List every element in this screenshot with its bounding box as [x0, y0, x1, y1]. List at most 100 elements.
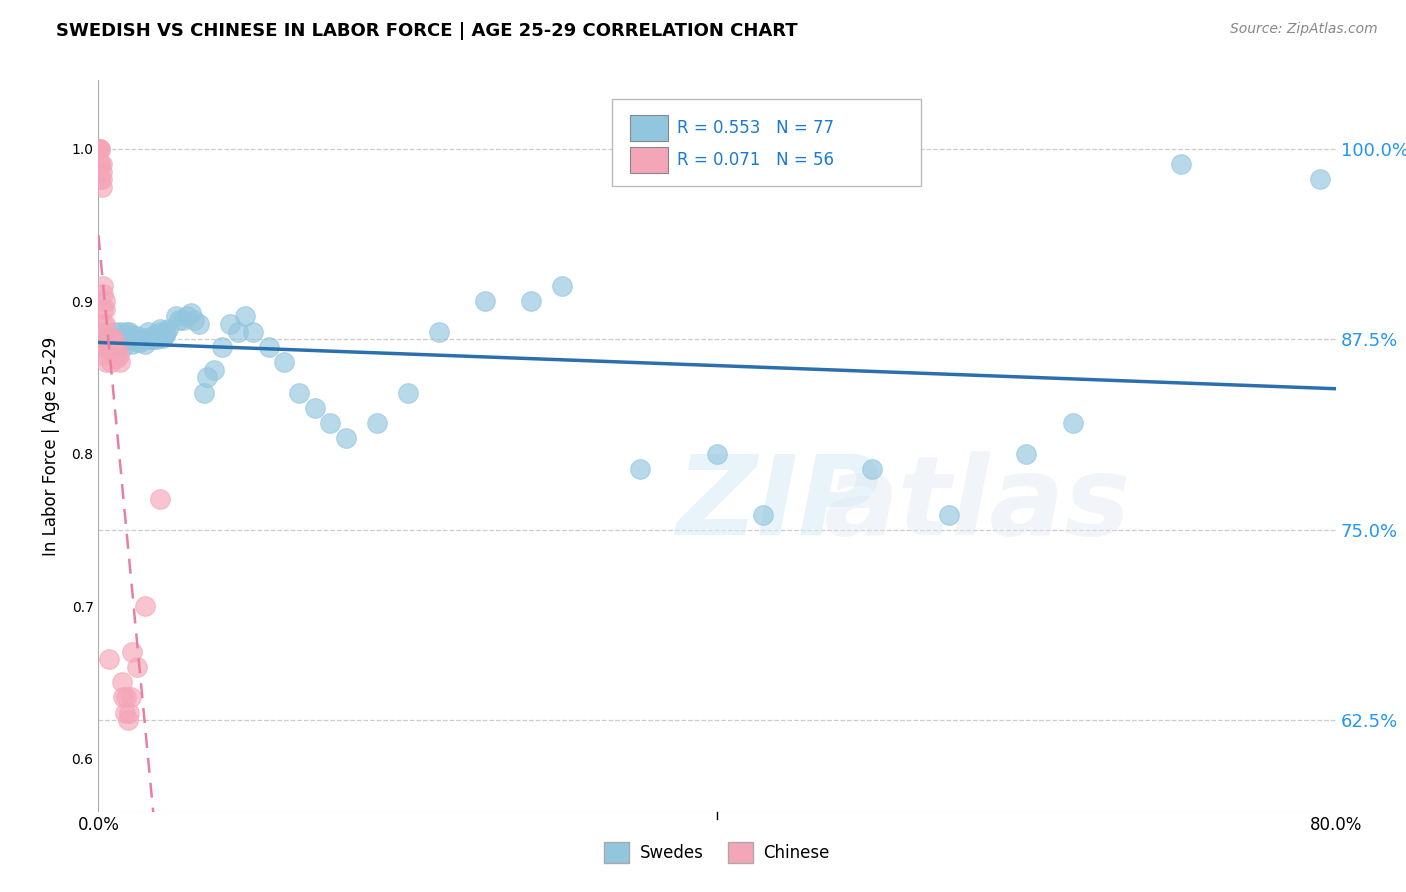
Point: [153, 327, 176, 342]
Point: [288, 385, 311, 400]
Point: [96, 355, 118, 369]
Point: [143, 327, 166, 342]
Point: [100, 340, 122, 354]
Point: [180, 306, 202, 320]
Point: [131, 332, 153, 346]
Point: [104, 347, 127, 362]
Point: [219, 317, 242, 331]
Point: [111, 675, 134, 690]
Point: [90, 347, 112, 362]
Point: [150, 327, 173, 342]
Point: [96, 332, 118, 346]
Point: [273, 355, 295, 369]
Point: [118, 706, 141, 720]
Text: R = 0.553   N = 77: R = 0.553 N = 77: [678, 119, 835, 137]
Point: [127, 329, 149, 343]
Point: [107, 332, 129, 346]
Point: [195, 370, 218, 384]
Point: [91, 332, 114, 346]
Point: [112, 690, 135, 705]
Text: 0.0%: 0.0%: [77, 816, 120, 834]
Point: [103, 332, 125, 346]
Point: [112, 340, 135, 354]
Point: [129, 335, 152, 350]
Point: [105, 351, 128, 365]
Point: [146, 332, 169, 346]
Point: [474, 294, 496, 309]
FancyBboxPatch shape: [630, 147, 668, 173]
FancyBboxPatch shape: [612, 99, 921, 186]
Point: [93, 317, 115, 331]
Point: [142, 332, 165, 346]
Point: [427, 325, 450, 339]
Point: [121, 327, 143, 342]
Point: [115, 332, 138, 346]
Point: [97, 332, 120, 346]
Point: [149, 325, 172, 339]
Point: [108, 325, 131, 339]
Point: [103, 332, 125, 346]
Point: [520, 294, 543, 309]
Point: [204, 363, 226, 377]
Point: [235, 310, 257, 324]
Point: [93, 332, 115, 346]
Point: [96, 332, 118, 346]
Point: [120, 332, 142, 346]
Point: [89, 172, 111, 186]
Point: [176, 310, 198, 324]
Point: [242, 325, 264, 339]
Point: [304, 401, 326, 415]
Point: [98, 332, 121, 346]
Point: [90, 340, 112, 354]
Point: [396, 385, 419, 400]
Point: [89, 157, 111, 171]
Point: [90, 157, 112, 171]
Text: atlas: atlas: [823, 451, 1130, 558]
Point: [98, 652, 121, 666]
Y-axis label: In Labor Force | Age 25-29: In Labor Force | Age 25-29: [42, 336, 60, 556]
Point: [101, 332, 124, 346]
Point: [117, 332, 139, 346]
Point: [628, 462, 651, 476]
Point: [157, 321, 180, 335]
Point: [122, 332, 145, 346]
Point: [114, 706, 136, 720]
Point: [127, 335, 149, 350]
Point: [1062, 416, 1084, 430]
Point: [115, 690, 138, 705]
Point: [1015, 447, 1038, 461]
Point: [111, 332, 134, 346]
Point: [105, 343, 128, 357]
Legend: Swedes, Chinese: Swedes, Chinese: [598, 836, 837, 869]
Text: R = 0.071   N = 56: R = 0.071 N = 56: [678, 151, 835, 169]
Point: [211, 340, 233, 354]
Point: [98, 340, 121, 354]
Point: [115, 325, 138, 339]
Point: [121, 645, 143, 659]
Point: [183, 312, 205, 326]
Text: ZIP: ZIP: [678, 451, 880, 558]
Point: [138, 331, 160, 345]
Point: [145, 331, 167, 345]
Point: [87, 142, 110, 156]
Point: [188, 317, 211, 331]
Point: [149, 492, 172, 507]
Point: [149, 321, 172, 335]
Point: [89, 142, 111, 156]
Point: [89, 142, 111, 156]
Point: [90, 180, 112, 194]
Point: [118, 325, 141, 339]
Point: [139, 332, 162, 346]
Point: [93, 294, 115, 309]
Point: [134, 599, 156, 613]
Point: [319, 416, 342, 430]
Point: [551, 279, 574, 293]
Point: [117, 714, 139, 728]
Point: [89, 157, 111, 171]
Point: [118, 332, 141, 346]
Point: [100, 332, 122, 346]
Text: Source: ZipAtlas.com: Source: ZipAtlas.com: [1230, 22, 1378, 37]
Point: [134, 331, 156, 345]
Point: [96, 332, 118, 346]
Point: [90, 332, 112, 346]
